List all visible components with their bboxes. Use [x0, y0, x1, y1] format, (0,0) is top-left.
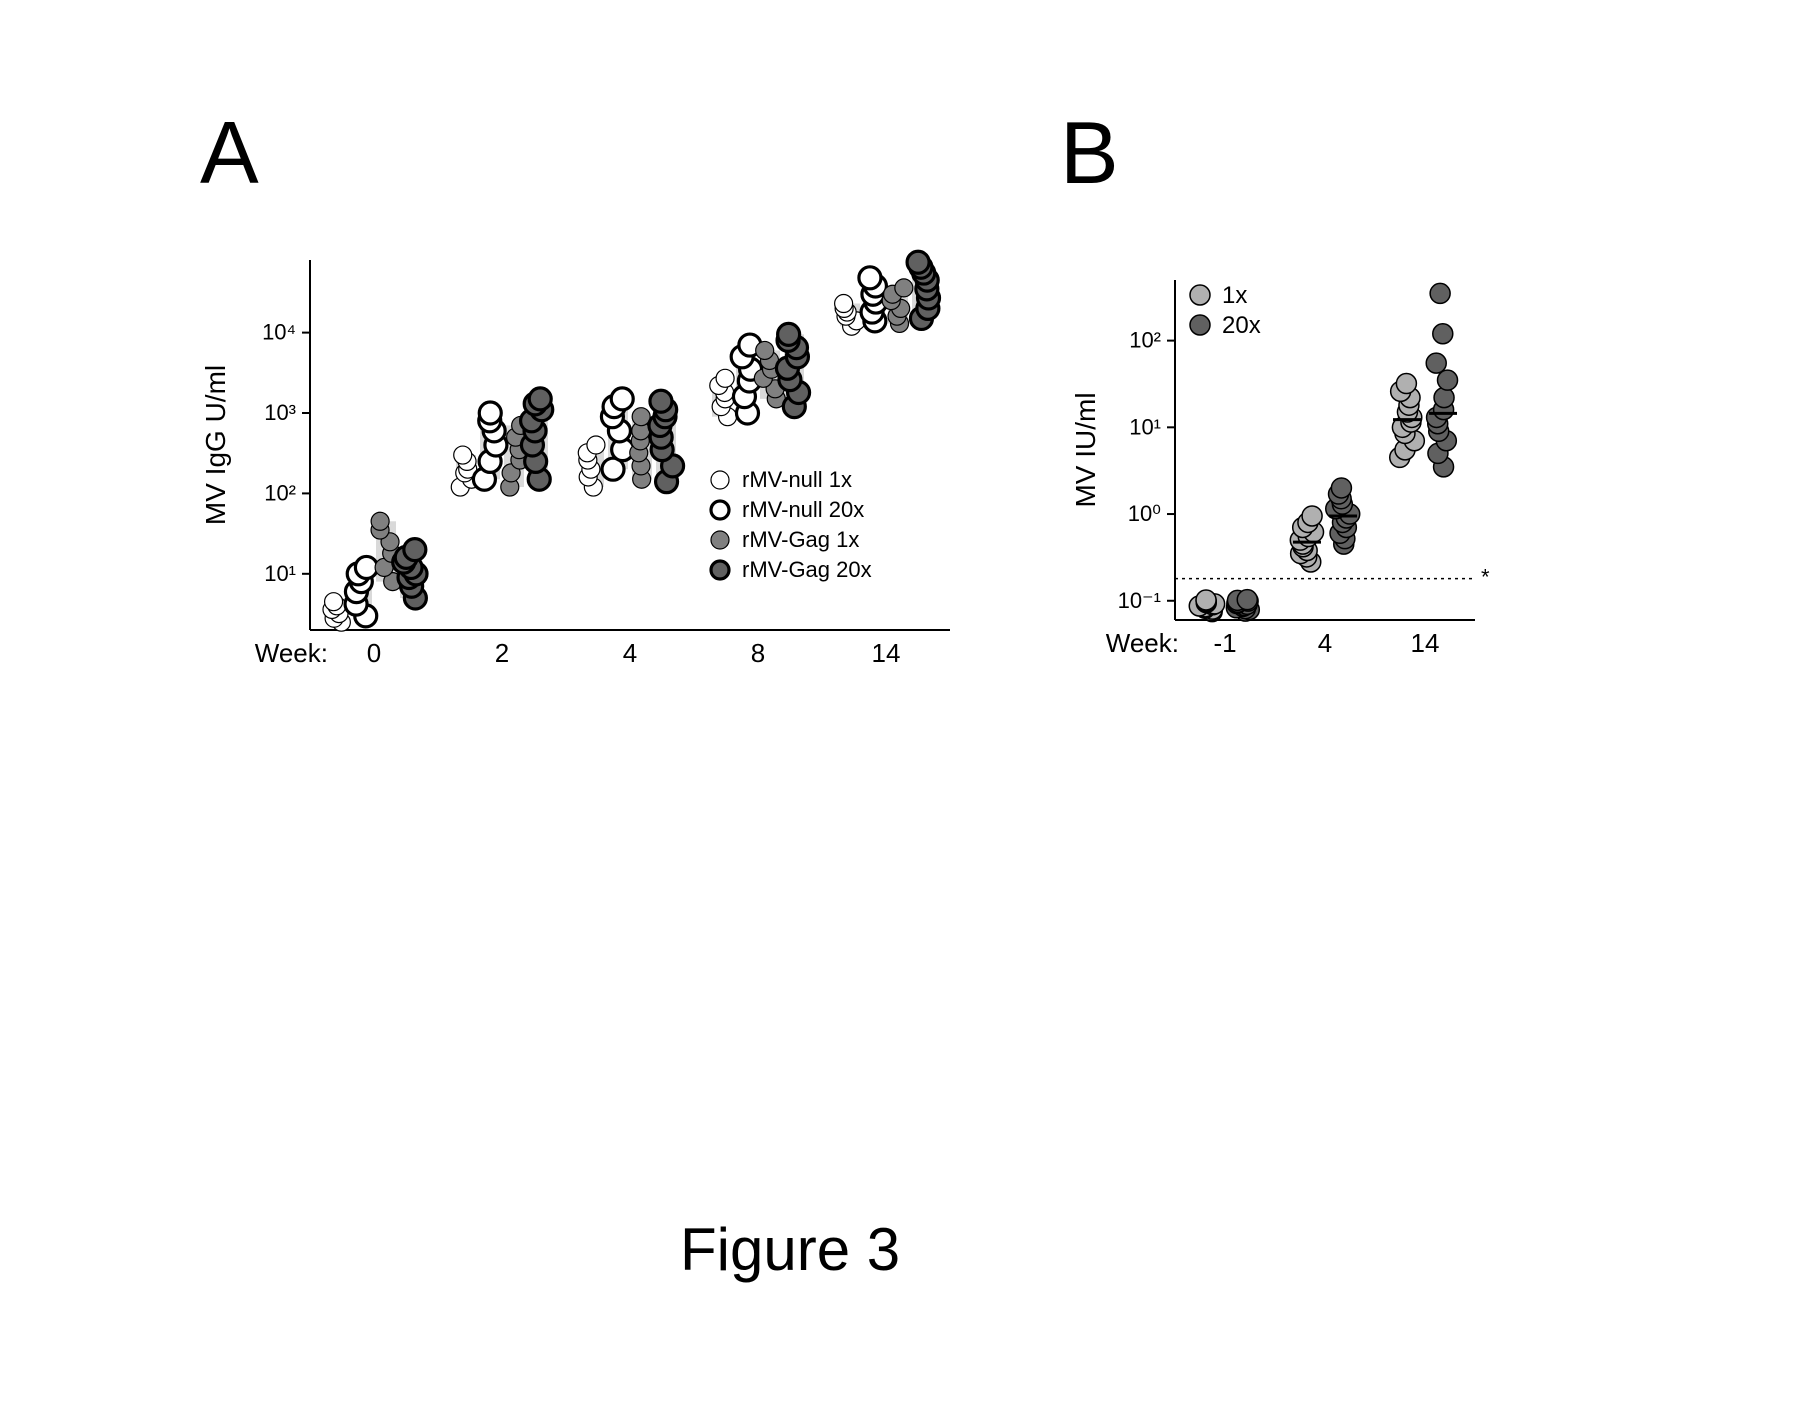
data-point: [1433, 324, 1453, 344]
x-tick-label: 14: [1411, 628, 1440, 658]
data-point: [611, 388, 633, 410]
data-point: [1302, 506, 1322, 526]
data-point: [529, 388, 551, 410]
legend-label: rMV-Gag 20x: [742, 557, 872, 582]
data-point: [1426, 353, 1446, 373]
legend-swatch: [711, 471, 729, 489]
y-tick-label: 10⁰: [1128, 501, 1161, 526]
legend-label: 20x: [1222, 312, 1261, 339]
legend-label: 1x: [1222, 282, 1247, 309]
data-point: [716, 369, 734, 387]
legend-label: rMV-null 20x: [742, 497, 864, 522]
data-point: [895, 279, 913, 297]
data-point: [371, 512, 389, 530]
data-point: [1396, 374, 1416, 394]
legend-swatch: [1190, 315, 1210, 335]
legend-swatch: [711, 561, 729, 579]
y-tick-label: 10²: [1129, 328, 1161, 353]
panel-b-chart: 10⁻¹ 10⁰ 10¹ 10² MV IU/ml -1 4 14 Week: * 1x 20x: [1060, 250, 1520, 700]
figure-caption: Figure 3: [680, 1215, 900, 1284]
data-point: [355, 556, 377, 578]
data-point: [778, 323, 800, 345]
data-point: [1331, 478, 1351, 498]
data-point: [325, 593, 343, 611]
legend-label: rMV-Gag 1x: [742, 527, 859, 552]
panel-a-chart: 10¹ 10² 10³ 10⁴ MV IgG U/ml 0 2 4 8 14 Week: rMV-nu…: [180, 230, 1000, 700]
x-tick-label: -1: [1213, 628, 1236, 658]
x-tick-label: 0: [367, 638, 381, 668]
data-point: [835, 295, 853, 313]
data-point: [650, 390, 672, 412]
data-point: [1237, 590, 1257, 610]
y-axis-title: MV IU/ml: [1070, 392, 1101, 507]
data-point: [907, 251, 929, 273]
y-tick-label: 10²: [264, 480, 296, 505]
x-tick-label: 4: [1318, 628, 1332, 658]
data-point: [454, 446, 472, 464]
x-tick-label: 4: [623, 638, 637, 668]
data-point: [479, 402, 501, 424]
data-point: [587, 436, 605, 454]
data-point: [404, 539, 426, 561]
x-tick-label: 2: [495, 638, 509, 668]
data-point: [1430, 283, 1450, 303]
legend-label: rMV-null 1x: [742, 467, 852, 492]
y-tick-label: 10¹: [264, 561, 296, 586]
threshold-label: *: [1481, 565, 1490, 590]
x-tick-label: 14: [872, 638, 901, 668]
panel-a-label: A: [200, 102, 259, 204]
x-axis-title: Week:: [1106, 628, 1179, 658]
legend-swatch: [1190, 285, 1210, 305]
x-axis-title: Week:: [255, 638, 328, 668]
y-tick-label: 10¹: [1129, 414, 1161, 439]
y-tick-label: 10⁻¹: [1118, 588, 1161, 613]
data-point: [859, 267, 881, 289]
x-tick-label: 8: [751, 638, 765, 668]
legend-swatch: [711, 501, 729, 519]
legend-swatch: [711, 531, 729, 549]
data-point: [1196, 590, 1216, 610]
panel-b-label: B: [1060, 102, 1119, 204]
y-tick-label: 10⁴: [262, 320, 296, 345]
data-point: [1434, 388, 1454, 408]
data-point: [632, 408, 650, 426]
data-point: [1438, 370, 1458, 390]
y-tick-label: 10³: [264, 400, 296, 425]
y-axis-title: MV IgG U/ml: [200, 365, 231, 525]
data-point: [756, 341, 774, 359]
